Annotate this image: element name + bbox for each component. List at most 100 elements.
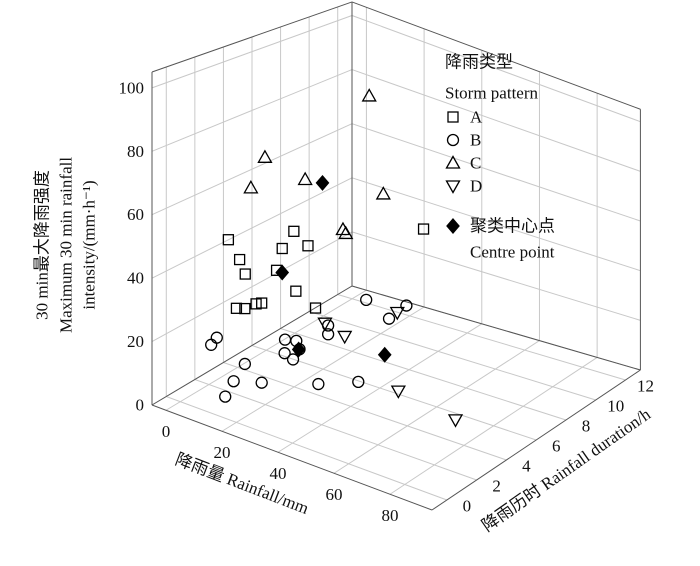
x-tick-label: 80 — [382, 506, 399, 525]
point — [239, 302, 251, 315]
grid-line — [351, 231, 641, 321]
legend-sublabel: Centre point — [470, 243, 555, 262]
z-tick-label: 0 — [136, 396, 145, 415]
grid-line — [194, 379, 477, 481]
point — [256, 297, 268, 309]
y-tick-label: 2 — [492, 477, 501, 496]
grid-line — [308, 311, 596, 401]
box — [151, 1, 641, 511]
legend-marker — [446, 218, 460, 234]
point — [210, 331, 223, 344]
point — [315, 174, 330, 191]
point — [382, 312, 396, 325]
legend-label: B — [470, 131, 481, 150]
grid-line — [351, 15, 641, 123]
legend-marker — [445, 180, 461, 194]
point — [302, 240, 314, 252]
point — [222, 234, 235, 246]
point — [290, 285, 302, 297]
x-axis-label: 降雨量 Rainfall/mm — [173, 450, 312, 518]
z-tick-label: 100 — [119, 78, 145, 97]
legend-subtitle: Storm pattern — [445, 84, 539, 103]
point — [417, 223, 430, 235]
z-tick-label: 40 — [127, 269, 144, 288]
grid-line — [351, 69, 641, 172]
grid — [151, 6, 641, 501]
point — [278, 333, 292, 346]
y-tick-label: 10 — [607, 397, 624, 416]
grid-line — [351, 123, 641, 222]
point — [291, 341, 306, 358]
point — [275, 264, 290, 281]
point — [312, 377, 325, 391]
z-axis-label: 30 min最大降雨强度 — [33, 170, 52, 320]
grid-line — [223, 362, 507, 461]
point — [276, 242, 288, 255]
point — [278, 347, 291, 360]
x-tick-label: 20 — [214, 443, 231, 462]
point — [377, 346, 392, 363]
point — [219, 390, 232, 403]
grid-line — [166, 396, 448, 501]
point — [352, 375, 365, 389]
point — [337, 330, 353, 345]
z-axis-label: Maximum 30 min rainfall — [57, 157, 76, 333]
y-tick-label: 4 — [522, 457, 531, 476]
y-tick-label: 0 — [463, 497, 472, 516]
point — [400, 299, 413, 312]
y-tick-label: 8 — [582, 417, 591, 436]
point — [360, 293, 373, 306]
point — [243, 180, 259, 194]
box-edge — [351, 285, 641, 371]
point — [233, 253, 246, 266]
point — [257, 149, 273, 163]
point — [309, 302, 322, 314]
y-tick-label: 6 — [552, 437, 561, 456]
point — [239, 268, 251, 280]
legend-marker — [446, 133, 460, 147]
point — [389, 306, 405, 321]
point — [447, 414, 464, 428]
x-tick-label: 0 — [162, 422, 171, 441]
x-tick-label: 40 — [270, 464, 287, 483]
grid-line — [337, 294, 626, 381]
legend-marker — [445, 155, 461, 169]
point — [286, 353, 300, 366]
grid-line — [351, 177, 641, 272]
x-tick-label: 60 — [326, 485, 343, 504]
legend-label: C — [470, 154, 481, 173]
y-axis-label: 降雨历时 Rainfall duration/h — [478, 404, 654, 535]
z-tick-label: 80 — [127, 142, 144, 161]
z-tick-label: 20 — [127, 332, 144, 351]
grid-line — [280, 328, 567, 421]
point — [230, 302, 243, 314]
box-edge — [151, 285, 353, 406]
legend-label: D — [470, 177, 482, 196]
box-edge — [431, 369, 641, 511]
point — [375, 186, 391, 200]
marks — [205, 88, 464, 428]
point — [317, 317, 333, 331]
point — [361, 88, 377, 102]
z-tick-label: 60 — [127, 205, 144, 224]
legend-label: 聚类中心点 — [470, 217, 555, 236]
y-tick-label: 12 — [637, 377, 654, 396]
point — [238, 357, 252, 371]
point — [205, 338, 218, 351]
point — [288, 225, 300, 237]
z-axis-label: intensity/(mm·h⁻¹) — [80, 180, 99, 309]
legend-title: 降雨类型 — [445, 53, 513, 72]
point — [390, 385, 406, 399]
point — [338, 225, 354, 240]
legend-label: A — [470, 108, 483, 127]
grid-line — [251, 345, 537, 441]
point — [255, 376, 268, 389]
legend-marker — [447, 111, 459, 123]
point — [227, 375, 240, 388]
point — [297, 171, 313, 186]
box-edge — [351, 1, 641, 110]
box-edge — [151, 404, 433, 511]
